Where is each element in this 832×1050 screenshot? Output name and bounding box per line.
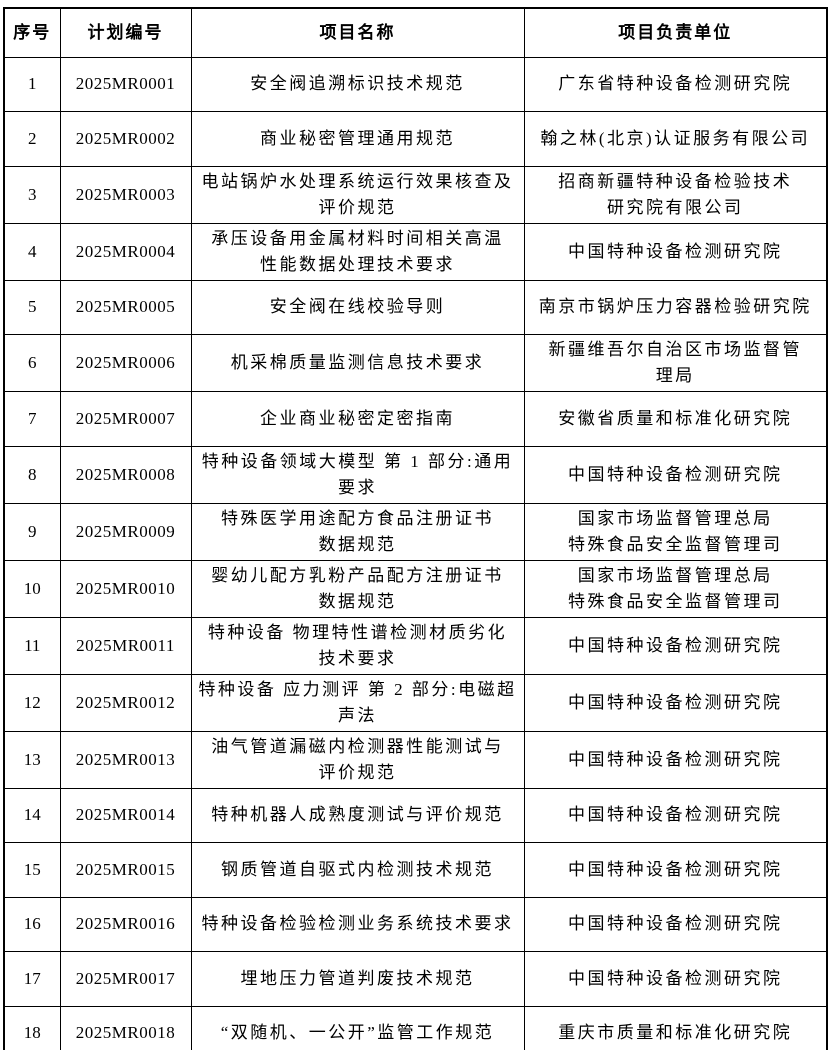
cell-no: 13 (3, 730, 61, 789)
cell-no: 15 (3, 842, 61, 898)
cell-unit: 中国特种设备检测研究院 (523, 222, 828, 281)
cell-name: 婴幼儿配方乳粉产品配方注册证书 数据规范 (190, 559, 525, 618)
cell-code: 2025MR0010 (59, 559, 192, 618)
table-row: 5 2025MR0005 安全阀在线校验导则 南京市锅炉压力容器检验研究院 (3, 279, 828, 335)
cell-name: 商业秘密管理通用规范 (190, 111, 525, 167)
table-row: 2 2025MR0002 商业秘密管理通用规范 翰之林(北京)认证服务有限公司 (3, 111, 828, 167)
cell-unit: 重庆市质量和标准化研究院 (523, 1005, 828, 1050)
cell-name: 特种机器人成熟度测试与评价规范 (190, 787, 525, 843)
cell-no: 2 (3, 111, 61, 167)
cell-name: 特种设备检验检测业务系统技术要求 (190, 896, 525, 952)
cell-code: 2025MR0011 (59, 616, 192, 675)
table-row: 11 2025MR0011 特种设备 物理特性谱检测材质劣化 技术要求 中国特种… (3, 616, 828, 675)
cell-no: 10 (3, 559, 61, 618)
cell-code: 2025MR0007 (59, 391, 192, 447)
table-row: 3 2025MR0003 电站锅炉水处理系统运行效果核查及 评价规范 招商新疆特… (3, 165, 828, 224)
cell-code: 2025MR0013 (59, 730, 192, 789)
cell-name: 特种设备 物理特性谱检测材质劣化 技术要求 (190, 616, 525, 675)
cell-no: 8 (3, 445, 61, 504)
table-body: 1 2025MR0001 安全阀追溯标识技术规范 广东省特种设备检测研究院 2 … (3, 56, 828, 1050)
cell-no: 16 (3, 896, 61, 952)
cell-no: 9 (3, 502, 61, 561)
cell-name: 特种设备 应力测评 第 2 部分:电磁超 声法 (190, 673, 525, 732)
cell-name: “双随机、一公开”监管工作规范 (190, 1005, 525, 1050)
table-row: 4 2025MR0004 承压设备用金属材料时间相关高温 性能数据处理技术要求 … (3, 222, 828, 281)
cell-name: 特种设备领域大模型 第 1 部分:通用 要求 (190, 445, 525, 504)
cell-code: 2025MR0014 (59, 787, 192, 843)
cell-name: 机采棉质量监测信息技术要求 (190, 334, 525, 392)
table-row: 6 2025MR0006 机采棉质量监测信息技术要求 新疆维吾尔自治区市场监督管… (3, 334, 828, 392)
col-header-code: 计划编号 (59, 7, 192, 58)
cell-no: 17 (3, 951, 61, 1007)
cell-no: 3 (3, 165, 61, 224)
cell-code: 2025MR0004 (59, 222, 192, 281)
table-header: 序号 计划编号 项目名称 项目负责单位 (3, 7, 828, 58)
cell-no: 5 (3, 279, 61, 335)
table-row: 13 2025MR0013 油气管道漏磁内检测器性能测试与 评价规范 中国特种设… (3, 730, 828, 789)
table-row: 10 2025MR0010 婴幼儿配方乳粉产品配方注册证书 数据规范 国家市场监… (3, 559, 828, 618)
table-row: 8 2025MR0008 特种设备领域大模型 第 1 部分:通用 要求 中国特种… (3, 445, 828, 504)
standards-plan-table: 序号 计划编号 项目名称 项目负责单位 1 2025MR0001 安全阀追溯标识… (3, 7, 828, 1050)
table-row: 17 2025MR0017 埋地压力管道判废技术规范 中国特种设备检测研究院 (3, 951, 828, 1007)
cell-code: 2025MR0001 (59, 56, 192, 112)
cell-code: 2025MR0016 (59, 896, 192, 952)
table-row: 1 2025MR0001 安全阀追溯标识技术规范 广东省特种设备检测研究院 (3, 56, 828, 112)
cell-name: 安全阀在线校验导则 (190, 279, 525, 335)
cell-code: 2025MR0003 (59, 165, 192, 224)
cell-unit: 中国特种设备检测研究院 (523, 673, 828, 732)
cell-unit: 中国特种设备检测研究院 (523, 896, 828, 952)
cell-code: 2025MR0015 (59, 842, 192, 898)
cell-no: 6 (3, 334, 61, 392)
cell-name: 钢质管道自驱式内检测技术规范 (190, 842, 525, 898)
cell-unit: 安徽省质量和标准化研究院 (523, 391, 828, 447)
cell-no: 1 (3, 56, 61, 112)
table-row: 14 2025MR0014 特种机器人成熟度测试与评价规范 中国特种设备检测研究… (3, 787, 828, 843)
cell-code: 2025MR0008 (59, 445, 192, 504)
cell-unit: 翰之林(北京)认证服务有限公司 (523, 111, 828, 167)
table-row: 12 2025MR0012 特种设备 应力测评 第 2 部分:电磁超 声法 中国… (3, 673, 828, 732)
col-header-name: 项目名称 (190, 7, 525, 58)
cell-unit: 招商新疆特种设备检验技术 研究院有限公司 (523, 165, 828, 224)
cell-unit: 南京市锅炉压力容器检验研究院 (523, 279, 828, 335)
cell-code: 2025MR0005 (59, 279, 192, 335)
cell-no: 14 (3, 787, 61, 843)
header-row: 序号 计划编号 项目名称 项目负责单位 (3, 7, 828, 58)
cell-unit: 中国特种设备检测研究院 (523, 842, 828, 898)
cell-name: 承压设备用金属材料时间相关高温 性能数据处理技术要求 (190, 222, 525, 281)
cell-unit: 国家市场监督管理总局 特殊食品安全监督管理司 (523, 559, 828, 618)
cell-code: 2025MR0017 (59, 951, 192, 1007)
cell-no: 4 (3, 222, 61, 281)
cell-code: 2025MR0018 (59, 1005, 192, 1050)
cell-name: 埋地压力管道判废技术规范 (190, 951, 525, 1007)
cell-unit: 中国特种设备检测研究院 (523, 787, 828, 843)
cell-unit: 中国特种设备检测研究院 (523, 616, 828, 675)
cell-code: 2025MR0012 (59, 673, 192, 732)
col-header-no: 序号 (3, 7, 61, 58)
cell-unit: 中国特种设备检测研究院 (523, 730, 828, 789)
table-row: 16 2025MR0016 特种设备检验检测业务系统技术要求 中国特种设备检测研… (3, 896, 828, 952)
cell-code: 2025MR0006 (59, 334, 192, 392)
cell-code: 2025MR0009 (59, 502, 192, 561)
col-header-unit: 项目负责单位 (523, 7, 828, 58)
cell-unit: 中国特种设备检测研究院 (523, 951, 828, 1007)
cell-code: 2025MR0002 (59, 111, 192, 167)
cell-unit: 广东省特种设备检测研究院 (523, 56, 828, 112)
table-row: 7 2025MR0007 企业商业秘密定密指南 安徽省质量和标准化研究院 (3, 391, 828, 447)
cell-no: 7 (3, 391, 61, 447)
cell-unit: 中国特种设备检测研究院 (523, 445, 828, 504)
table-row: 18 2025MR0018 “双随机、一公开”监管工作规范 重庆市质量和标准化研… (3, 1005, 828, 1050)
cell-name: 特殊医学用途配方食品注册证书 数据规范 (190, 502, 525, 561)
cell-name: 安全阀追溯标识技术规范 (190, 56, 525, 112)
cell-no: 11 (3, 616, 61, 675)
table-row: 15 2025MR0015 钢质管道自驱式内检测技术规范 中国特种设备检测研究院 (3, 842, 828, 898)
table-row: 9 2025MR0009 特殊医学用途配方食品注册证书 数据规范 国家市场监督管… (3, 502, 828, 561)
cell-no: 18 (3, 1005, 61, 1050)
cell-name: 电站锅炉水处理系统运行效果核查及 评价规范 (190, 165, 525, 224)
cell-unit: 国家市场监督管理总局 特殊食品安全监督管理司 (523, 502, 828, 561)
cell-name: 企业商业秘密定密指南 (190, 391, 525, 447)
cell-no: 12 (3, 673, 61, 732)
cell-unit: 新疆维吾尔自治区市场监督管 理局 (523, 334, 828, 392)
cell-name: 油气管道漏磁内检测器性能测试与 评价规范 (190, 730, 525, 789)
